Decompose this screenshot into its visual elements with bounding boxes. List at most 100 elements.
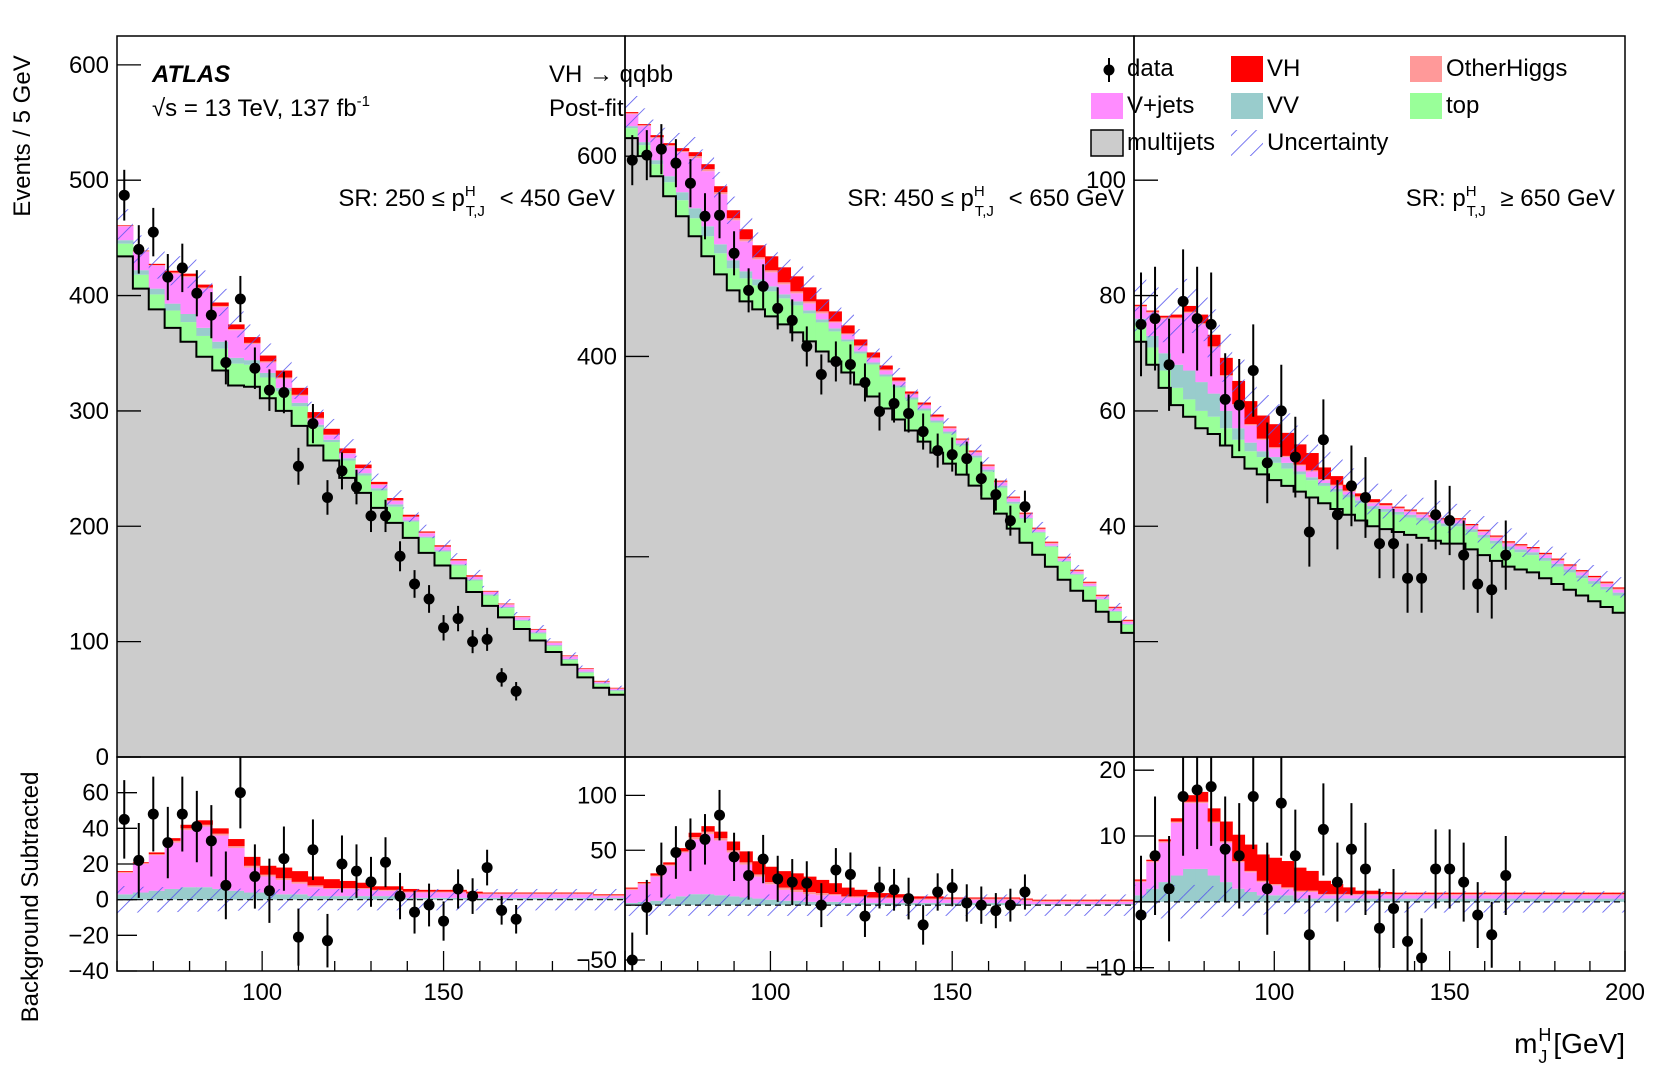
uncertainty-band [1404,494,1417,525]
process-label: VH → qqbb [549,61,673,88]
uncertainty-band [1244,379,1257,423]
ratio-bar-VH [1305,870,1319,891]
bar-top [688,218,702,237]
bar-OtherHiggs [1269,447,1282,449]
uncertainty-band [1367,483,1380,515]
uncertainty-band [803,275,816,300]
uncertainty-band [701,149,715,179]
bar-VV [1305,477,1319,481]
bar-VV [701,226,715,237]
bar-mj [1428,540,1442,757]
bar-mj [513,628,531,757]
uncertainty-band [498,598,514,609]
ratio-data-point [1458,876,1470,888]
ratio-tick-label: 60 [82,780,109,807]
uncertainty-band [1453,503,1466,533]
ratio-bar-OtherHiggs [790,889,804,892]
bar-top [1244,451,1258,469]
bar-mj [917,441,931,757]
bar-mj [904,430,919,757]
uncertainty-band [892,367,905,387]
bar-top [307,427,324,446]
bar-top [1293,474,1307,492]
legend-swatch-multijets [1090,129,1124,157]
bar-top [291,406,309,426]
ratio-bar-VH [815,879,830,894]
uncertainty-band [1158,289,1171,343]
ratio-bar-VH [1183,795,1196,802]
bar-top [1044,546,1059,567]
bar-mj [815,351,830,757]
uncertainty-band [637,108,651,140]
uncertainty-band [841,314,855,337]
ratio-bar-OtherHiggs [148,854,166,856]
bar-mj [1318,503,1331,757]
ratio-data-point [1219,843,1231,855]
ratio-bar-OtherHiggs [815,893,830,896]
bar-mj [561,664,578,757]
bar-mj [1416,537,1430,757]
ratio-data-point [1374,922,1385,934]
bar-mj [1044,566,1059,757]
bar-mj [714,274,728,757]
ratio-bar-VH [1318,880,1331,894]
bar-top [1539,560,1552,579]
uncertainty-band [981,457,995,472]
ratio-bar-OtherHiggs [1281,887,1295,889]
bar-top [1121,624,1134,633]
ratio-data-point [975,899,987,911]
ratio-data-point [757,853,769,865]
region-label-post: < 650 GeV [1002,185,1124,212]
ratio-bar-VH [1244,844,1258,871]
uncertainty-band [593,678,610,684]
bar-mj [212,370,229,757]
uncertainty-band [866,342,880,363]
bar-VV [545,645,563,647]
bar-mj [593,687,610,757]
ratio-data-point [1331,876,1343,888]
bar-Vjets [259,362,277,373]
bar-mj [450,578,467,757]
ratio-bar-Vjets [688,839,702,895]
fit-label: Post-fit [549,95,624,122]
bar-mj [244,386,261,757]
legend-label-Vjets: V+jets [1127,92,1194,119]
data-point [321,491,333,503]
bar-mj [663,196,677,757]
ratio-bar-OtherHiggs [688,837,702,840]
bar-VV [196,327,213,336]
ratio-bar-VH [148,852,166,855]
ratio-data-point [1233,850,1245,862]
bar-mj [1600,607,1614,757]
ratio-data-point [1444,863,1456,875]
uncertainty-band [943,418,956,435]
uncertainty-band [625,95,638,129]
bar-mj [291,425,309,757]
ratio-bar-VH [386,886,404,890]
ratio-bar-VH [663,862,677,865]
ratio-bar-VH [688,832,702,838]
bar-mj [1551,583,1565,757]
ratio-bar-OtherHiggs [675,851,690,853]
bar-VV [180,314,197,323]
bar-VV [561,658,578,661]
bar-top [1207,416,1221,434]
bar-mj [1563,589,1577,757]
bar-mj [1019,542,1033,757]
bar-VV [1293,471,1307,475]
bar-top [1588,583,1602,602]
ratio-bar-Vjets [739,864,753,898]
ratio-bar-OtherHiggs [1207,821,1221,823]
data-point [786,314,798,326]
ratio-data-point [1191,784,1203,796]
y-tick-label: 400 [69,283,109,310]
bar-VV [828,328,842,332]
data-point [1261,457,1273,469]
ratio-uncertainty-band [726,894,740,916]
bar-mj [866,396,881,757]
bar-mj [1183,416,1196,757]
bar-mj [701,256,715,757]
bar-mj [355,492,372,757]
bar-mj [752,309,766,757]
ratio-data-point [743,870,755,882]
